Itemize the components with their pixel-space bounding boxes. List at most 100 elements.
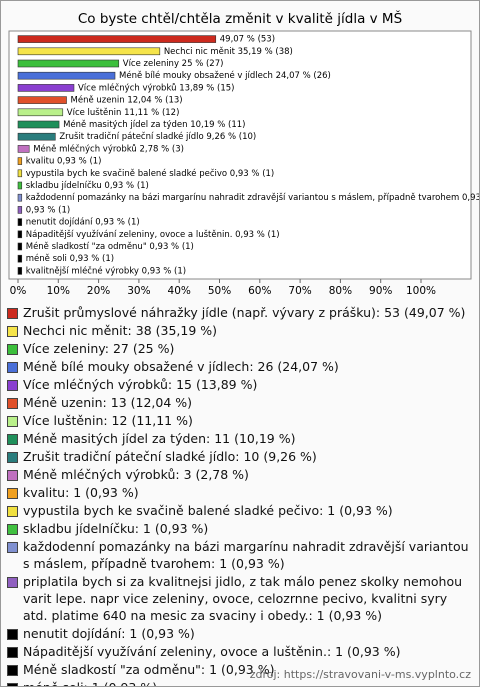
bar — [17, 59, 120, 68]
legend-swatch — [7, 470, 18, 481]
bar-label: Nechci nic měnit 35,19 % (38) — [164, 47, 293, 57]
legend-label: Více zeleniny: 27 (25 %) — [23, 341, 175, 356]
legend-item: kvalitu: 1 (0,93 %) — [7, 484, 473, 501]
x-tick-label: 30% — [127, 285, 150, 297]
legend-swatch — [7, 488, 18, 499]
legend-item: méně soli: 1 (0,93 %) — [7, 679, 473, 686]
legend-label: skladbu jídelníčku: 1 (0,93 %) — [23, 521, 209, 536]
legend-label: Méně uzenin: 13 (12,04 %) — [23, 395, 193, 410]
legend-label: Méně mléčných výrobků: 3 (2,78 %) — [23, 467, 249, 482]
legend-item: Více mléčných výrobků: 15 (13,89 %) — [7, 376, 473, 393]
legend-label: kvalitu: 1 (0,93 %) — [23, 485, 139, 500]
bar — [17, 230, 23, 239]
x-tick-label: 0% — [10, 285, 27, 297]
legend: Zrušit průmyslové náhražky jídle (např. … — [7, 304, 473, 686]
bar — [17, 96, 67, 104]
legend-item: Méně sladkostí "za odměnu": 1 (0,93 %) — [7, 661, 473, 678]
legend-label: priplatila bych si za kvalitnejsi jidlo,… — [23, 574, 463, 623]
bar-label: Méně masitých jídel za týden 10,19 % (11… — [63, 119, 245, 130]
bar — [17, 169, 23, 178]
legend-label: Nápaditější využívání zeleniny, ovoce a … — [23, 644, 401, 659]
legend-item: Méně uzenin: 13 (12,04 %) — [7, 394, 473, 411]
legend-label: Nechci nic měnit: 38 (35,19 %) — [23, 323, 218, 338]
legend-label: nenutit dojídání: 1 (0,93 %) — [23, 626, 195, 641]
legend-item: vypustila bych ke svačině balené sladké … — [7, 502, 473, 519]
bar — [17, 84, 75, 92]
bar — [17, 47, 161, 56]
legend-swatch — [7, 308, 18, 319]
legend-item: Nápaditější využívání zeleniny, ovoce a … — [7, 643, 473, 660]
bar-label: Méně mléčných výrobků 2,78 % (3) — [33, 143, 184, 154]
x-tick-label: 20% — [87, 285, 110, 297]
x-tick-label: 50% — [208, 285, 231, 297]
legend-swatch — [7, 647, 18, 658]
x-tick-label: 60% — [248, 285, 271, 297]
legend-swatch — [7, 577, 18, 588]
bar — [17, 132, 56, 141]
legend-label: Zrušit průmyslové náhražky jídle (např. … — [23, 305, 466, 320]
legend-label: méně soli: 1 (0,93 %) — [23, 679, 157, 686]
bar-label: Více luštěnin 11,11 % (12) — [67, 107, 180, 118]
chart: Co byste chtěl/chtěla změnit v kvalitě j… — [8, 9, 479, 297]
chart-title: Co byste chtěl/chtěla změnit v kvalitě j… — [78, 9, 402, 27]
legend-label: Více mléčných výrobků: 15 (13,89 %) — [23, 377, 258, 392]
legend-label: každodenní pomazánky na bázi margarínu n… — [23, 539, 469, 571]
bar-label: méně soli 0,93 % (1) — [26, 253, 114, 264]
legend-item: každodenní pomazánky na bázi margarínu n… — [7, 538, 473, 572]
bar — [17, 108, 64, 117]
bar-label: kvalitu 0,93 % (1) — [26, 157, 102, 167]
bar — [17, 218, 23, 226]
legend-label: Méně bílé mouky obsažené v jídlech: 26 (… — [23, 359, 339, 374]
legend-item: Méně bílé mouky obsažené v jídlech: 26 (… — [7, 358, 473, 375]
legend-item: Zrušit tradiční páteční sladké jídlo: 10… — [7, 448, 473, 465]
legend-item: priplatila bych si za kvalitnejsi jidlo,… — [7, 573, 473, 624]
legend-swatch — [7, 683, 18, 686]
bar-label: Méně sladkostí "za odměnu" 0,93 % (1) — [26, 241, 194, 252]
legend-label: Více luštěnin: 12 (11,11 %) — [23, 413, 193, 428]
legend-label: Zrušit tradiční páteční sladké jídlo: 10… — [23, 449, 317, 464]
legend-swatch — [7, 452, 18, 463]
legend-swatch — [7, 416, 18, 427]
bar-label: Více zeleniny 25 % (27) — [123, 59, 224, 69]
legend-swatch — [7, 506, 18, 517]
x-tick-label: 10% — [47, 285, 70, 297]
bar — [17, 181, 23, 190]
legend-swatch — [7, 524, 18, 535]
bar — [17, 157, 23, 165]
bar-label: Více mléčných výrobků 13,89 % (15) — [78, 82, 234, 93]
legend-item: Více zeleniny: 27 (25 %) — [7, 340, 473, 357]
bar-label: 0,93 % (1) — [26, 205, 70, 215]
bar-label: Méně uzenin 12,04 % (13) — [71, 95, 183, 106]
bar-label: Zrušit tradiční páteční sladké jídlo 9,2… — [59, 131, 256, 142]
bar — [17, 120, 60, 129]
bar-label: 49,07 % (53) — [220, 35, 275, 45]
legend-swatch — [7, 380, 18, 391]
legend-swatch — [7, 542, 18, 553]
bar-label: každodenní pomazánky na bázi margarínu n… — [26, 192, 479, 203]
legend-item: Více luštěnin: 12 (11,11 %) — [7, 412, 473, 429]
bar — [17, 145, 30, 153]
legend-label: Méně masitých jídel za týden: 11 (10,19 … — [23, 431, 296, 446]
x-tick-label: 70% — [288, 285, 311, 297]
legend-swatch — [7, 629, 18, 640]
bar-label: vypustila bych ke svačině balené sladké … — [26, 168, 275, 179]
legend-item: Méně mléčných výrobků: 3 (2,78 %) — [7, 466, 473, 483]
legend-item: Zrušit průmyslové náhražky jídle (např. … — [7, 304, 473, 321]
source: zdroj: https://stravovani-v-ms.vyplnto.c… — [249, 668, 471, 681]
bar — [17, 35, 217, 43]
bar — [17, 267, 23, 275]
legend-swatch — [7, 434, 18, 445]
legend-item: Nechci nic měnit: 38 (35,19 %) — [7, 322, 473, 339]
legend-item: Méně masitých jídel za týden: 11 (10,19 … — [7, 430, 473, 447]
bar-label: kvalitnější mléčné výrobky 0,93 % (1) — [26, 265, 186, 276]
legend-swatch — [7, 362, 18, 373]
x-tick-label: 90% — [369, 285, 392, 297]
bar-label: Méně bílé mouky obsažené v jídlech 24,07… — [119, 70, 331, 81]
bar — [17, 242, 23, 251]
legend-swatch — [7, 326, 18, 337]
bar-label: Nápaditější využívání zeleniny, ovoce a … — [26, 229, 280, 240]
legend-swatch — [7, 344, 18, 355]
bar-label: nenutit dojídání 0,93 % (1) — [26, 218, 140, 228]
legend-item: skladbu jídelníčku: 1 (0,93 %) — [7, 520, 473, 537]
